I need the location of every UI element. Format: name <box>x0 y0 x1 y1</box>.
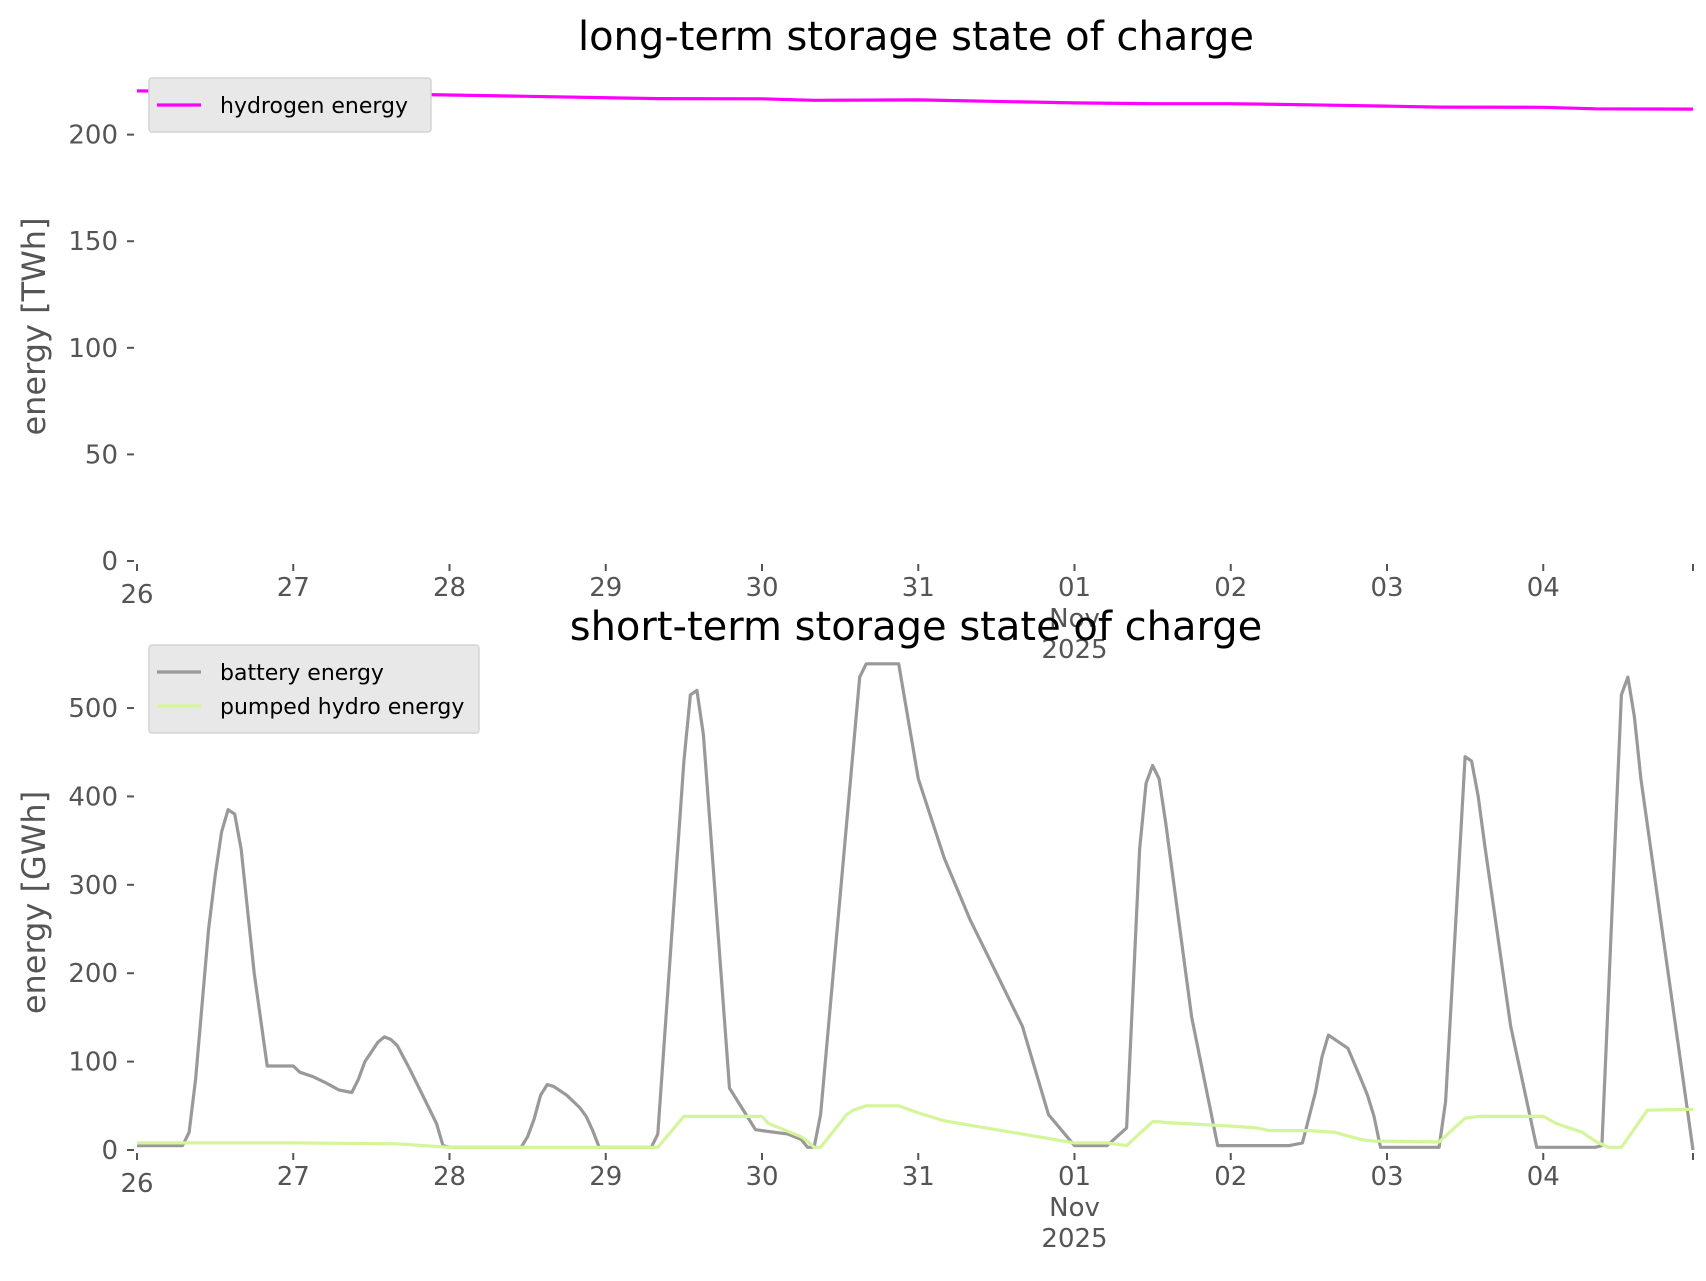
legend: hydrogen energy <box>148 77 432 133</box>
y-axis-label: energy [GWh] <box>15 791 53 1014</box>
x-tick-label: 29 <box>589 573 622 603</box>
x-tick-label: 03 <box>1370 1162 1403 1192</box>
chart-panel-1: long-term storage state of charge energy … <box>15 14 1694 665</box>
x-tick-sublabel: Nov <box>1049 604 1100 634</box>
y-tick-label: 500 <box>68 694 118 724</box>
legend: battery energy pumped hydro energy <box>148 644 480 734</box>
y-tick-label: 200 <box>68 121 118 151</box>
x-tick-sublabel: 2025 <box>1041 1224 1107 1254</box>
chart-title: short-term storage state of charge <box>570 604 1263 650</box>
legend-box <box>148 644 480 734</box>
chart-title: long-term storage state of charge <box>578 14 1254 60</box>
series-line-hydrogen-energy <box>136 89 1694 111</box>
x-tick-label: 01 <box>1058 1162 1091 1192</box>
x-tick-label: 28 <box>433 573 466 603</box>
x-tick-label: 30 <box>745 1162 778 1192</box>
x-tick-label: 29 <box>589 1162 622 1192</box>
x-tick-label: 01 <box>1058 573 1091 603</box>
x-tick-label: 04 <box>1527 1162 1560 1192</box>
x-tick-label: 26 <box>120 1169 153 1199</box>
x-tick-label: 27 <box>277 573 310 603</box>
y-tick-label: 100 <box>68 1048 118 1078</box>
y-tick-label: 400 <box>68 782 118 812</box>
legend-label: hydrogen energy <box>220 94 408 119</box>
x-tick-label: 02 <box>1214 1162 1247 1192</box>
chart-panel-2: short-term storage state of charge energy… <box>15 604 1695 1254</box>
x-tick-label: 26 <box>120 580 153 610</box>
y-tick-label: 50 <box>85 440 118 470</box>
y-tick-label: 200 <box>68 959 118 989</box>
x-tick-sublabel: Nov <box>1049 1193 1100 1223</box>
y-tick-label: 300 <box>68 871 118 901</box>
x-tick-label: 27 <box>277 1162 310 1192</box>
legend-label: battery energy <box>220 661 384 686</box>
y-tick-label: 0 <box>101 547 118 577</box>
y-tick-label: 0 <box>101 1136 118 1166</box>
y-tick-label: 150 <box>68 227 118 257</box>
x-tick-label: 31 <box>902 1162 935 1192</box>
series-line-battery-energy <box>137 662 1695 1151</box>
x-tick-label: 30 <box>745 573 778 603</box>
series-line-pumped-hydro-energy <box>137 1104 1694 1149</box>
y-axis-label: energy [TWh] <box>15 217 53 435</box>
legend-label: pumped hydro energy <box>220 695 464 720</box>
legend-box <box>148 77 432 133</box>
y-tick-label: 100 <box>68 334 118 364</box>
x-tick-sublabel: 2025 <box>1041 635 1107 665</box>
x-tick-label: 03 <box>1370 573 1403 603</box>
x-tick-label: 28 <box>433 1162 466 1192</box>
x-tick-label: 02 <box>1214 573 1247 603</box>
x-tick-label: 04 <box>1527 573 1560 603</box>
x-tick-label: 31 <box>902 573 935 603</box>
